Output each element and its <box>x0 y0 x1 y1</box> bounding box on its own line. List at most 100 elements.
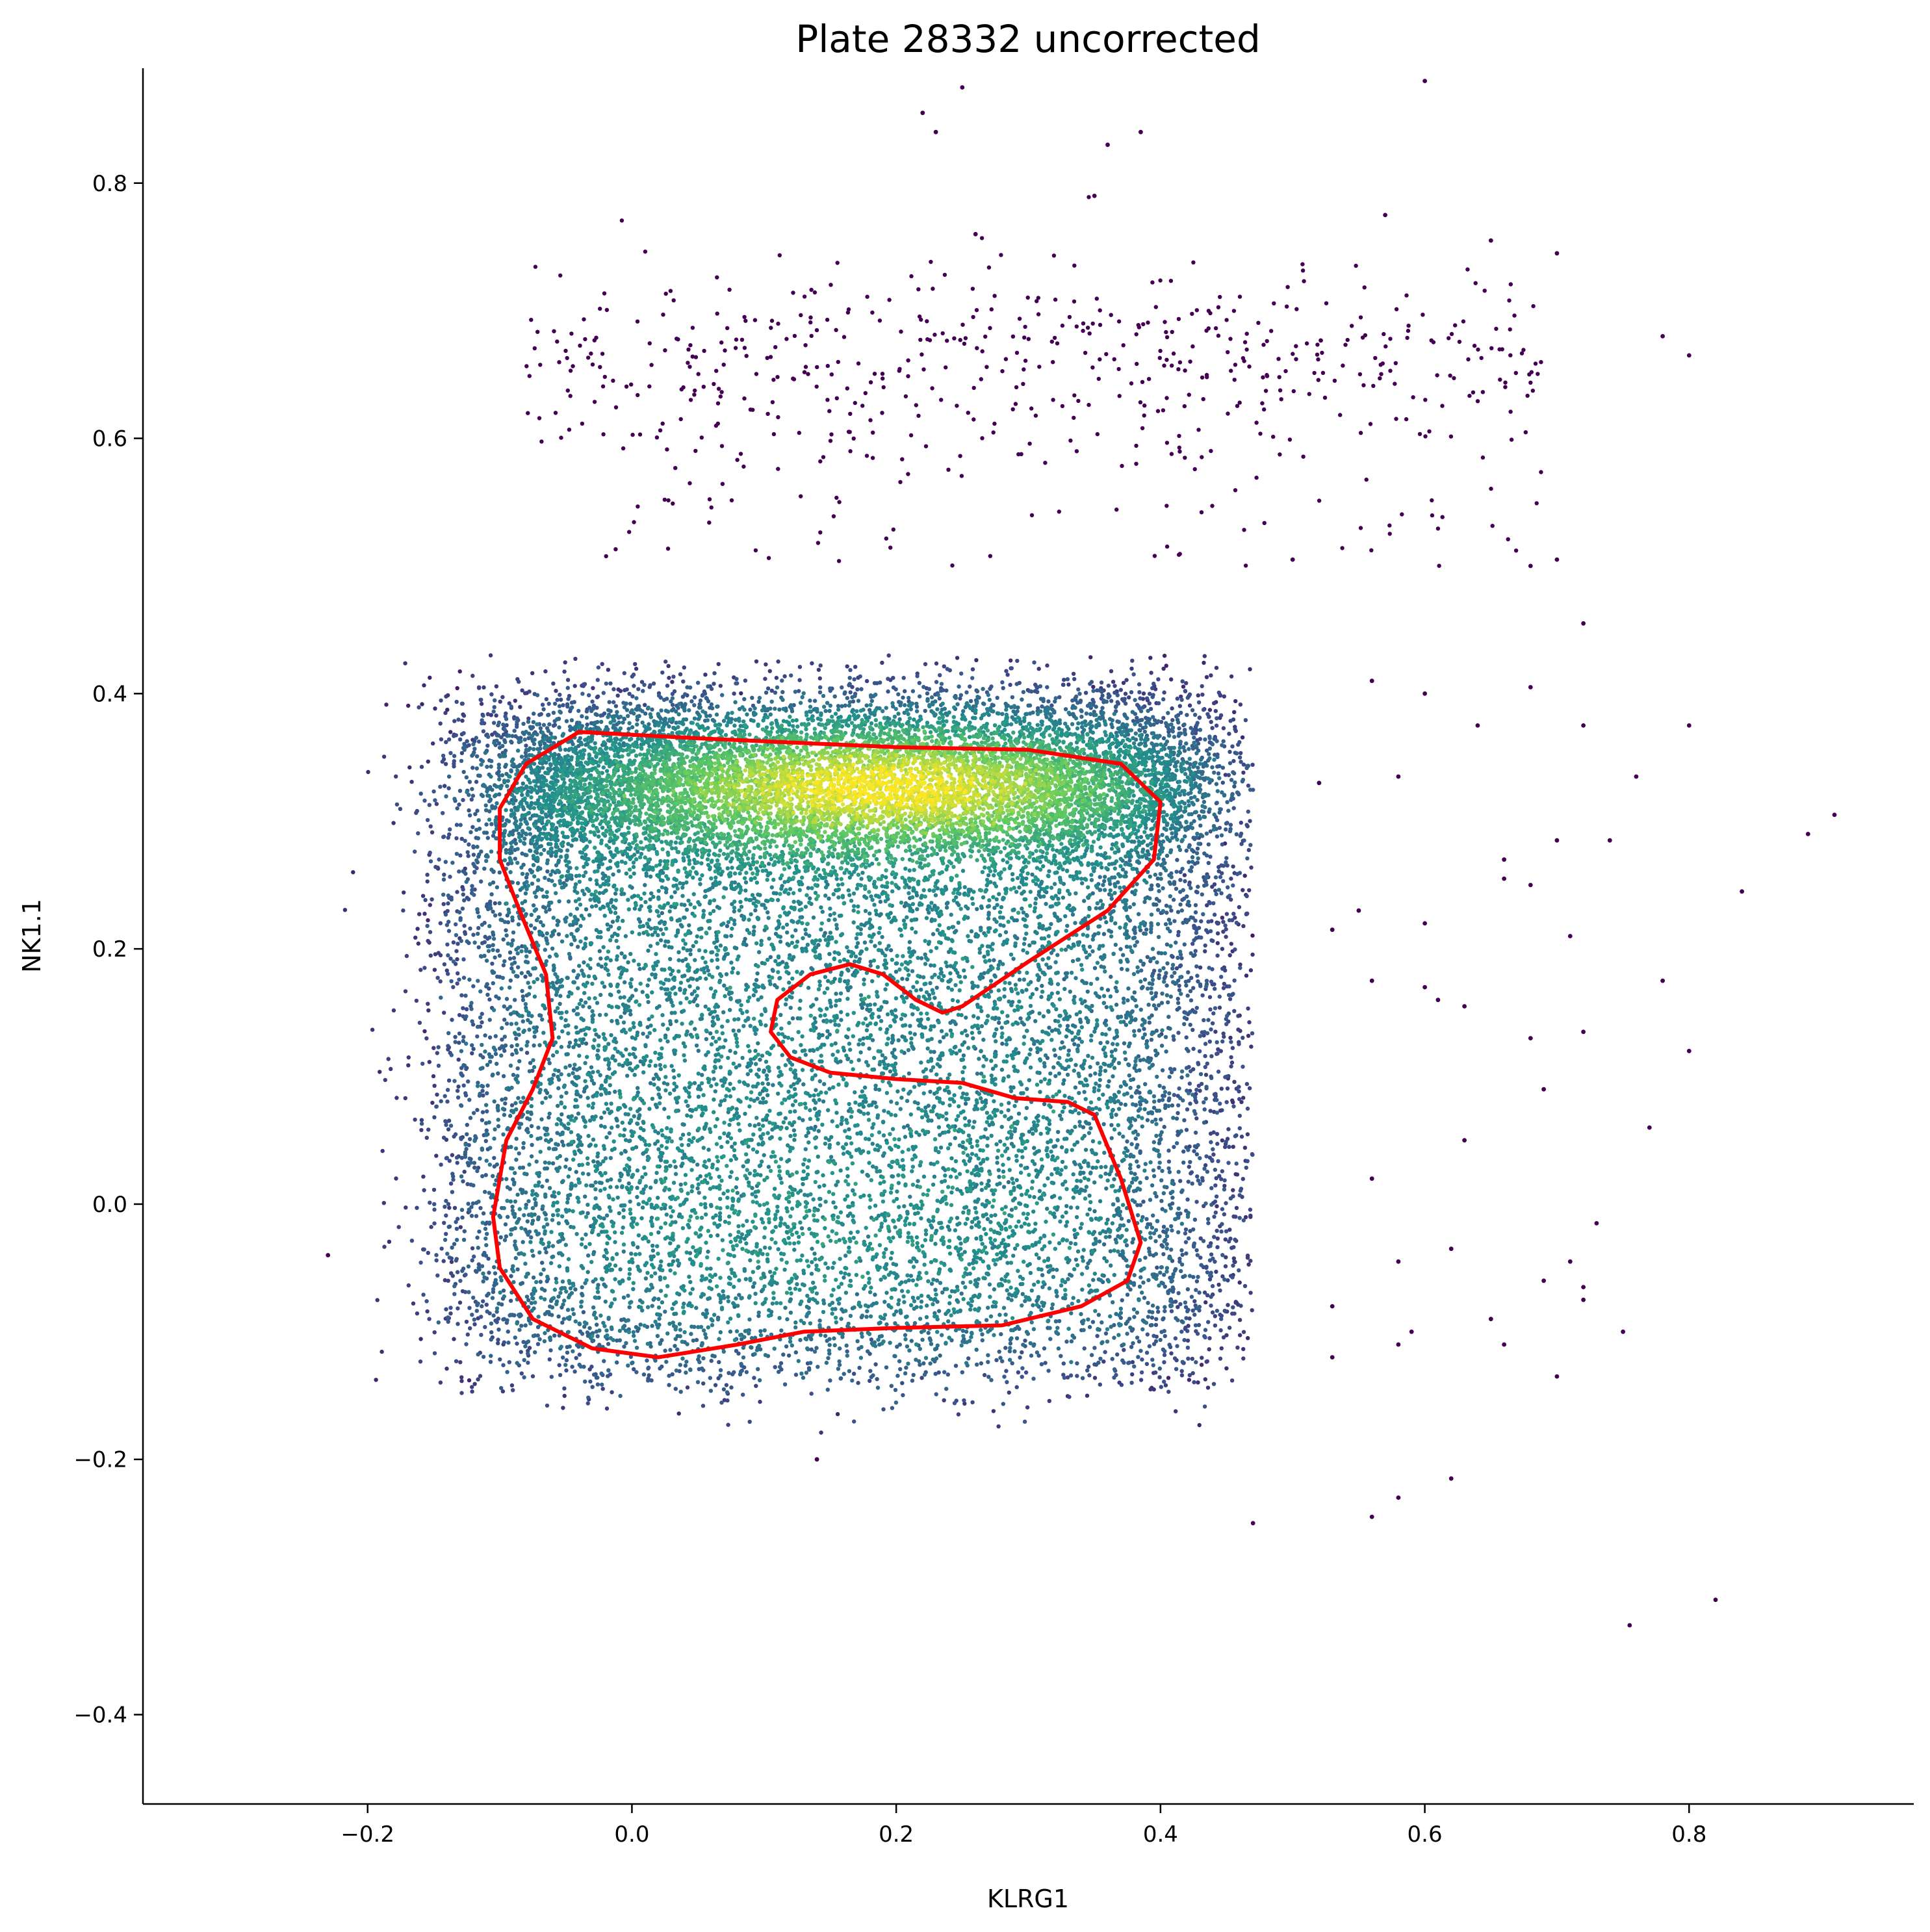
data-point <box>767 669 773 673</box>
data-point <box>1115 1352 1120 1357</box>
data-point <box>1218 1312 1222 1317</box>
data-point <box>456 717 461 722</box>
data-point <box>482 831 487 835</box>
data-point <box>634 696 639 701</box>
data-point <box>636 1326 641 1331</box>
data-point <box>573 1287 578 1292</box>
data-point <box>1183 689 1188 693</box>
data-point <box>1215 1204 1219 1209</box>
data-point <box>929 695 934 700</box>
data-point <box>1021 689 1026 695</box>
data-point <box>827 1337 832 1341</box>
data-point <box>540 1017 545 1022</box>
data-point <box>1135 940 1140 944</box>
data-point <box>814 1346 819 1350</box>
data-point <box>526 1199 531 1204</box>
data-point <box>1047 1398 1052 1403</box>
data-point <box>1081 1319 1086 1323</box>
data-point <box>753 908 758 913</box>
data-point <box>513 857 517 861</box>
data-point <box>1066 682 1071 687</box>
data-point <box>1245 856 1250 861</box>
data-point <box>1140 1017 1145 1022</box>
data-point <box>475 844 480 849</box>
data-point <box>427 803 431 807</box>
data-point <box>483 934 487 939</box>
data-point <box>1233 1215 1238 1219</box>
data-point <box>459 1378 464 1384</box>
data-point <box>1172 1269 1177 1273</box>
data-point <box>565 686 570 690</box>
data-point <box>1112 1375 1116 1380</box>
data-point <box>1178 975 1183 979</box>
data-point <box>1146 1278 1151 1283</box>
data-point <box>1191 1227 1196 1232</box>
data-point <box>591 1372 597 1377</box>
data-point <box>491 1174 495 1178</box>
data-point <box>725 1398 730 1403</box>
data-point <box>464 775 469 780</box>
data-point <box>1209 1252 1214 1257</box>
data-point <box>1211 1152 1216 1157</box>
data-point <box>617 720 621 725</box>
data-point <box>457 1040 461 1045</box>
data-point <box>1241 1177 1246 1181</box>
data-point <box>1142 899 1147 905</box>
data-point <box>1231 1305 1235 1309</box>
data-point <box>409 1239 415 1243</box>
data-point <box>500 1389 506 1394</box>
data-point <box>462 923 467 928</box>
data-point <box>1153 1048 1158 1053</box>
data-point <box>1110 1357 1114 1361</box>
data-point <box>483 1033 487 1038</box>
data-point <box>1221 1031 1226 1036</box>
data-point <box>532 1043 536 1048</box>
data-point <box>1184 1035 1189 1040</box>
data-point <box>1193 1130 1198 1135</box>
data-point <box>1161 1085 1166 1090</box>
data-point <box>394 802 400 807</box>
data-point <box>537 1337 542 1341</box>
data-point <box>637 708 643 712</box>
data-point <box>763 1353 768 1358</box>
data-point <box>1227 1144 1231 1150</box>
data-point <box>1199 919 1203 923</box>
data-point <box>934 661 939 666</box>
data-point <box>1213 1210 1218 1215</box>
data-point <box>725 1390 730 1395</box>
data-point <box>1194 890 1199 894</box>
data-point <box>1213 1199 1218 1204</box>
data-point <box>461 797 465 803</box>
data-point <box>646 1366 650 1371</box>
data-point <box>1161 839 1166 844</box>
data-point <box>1164 942 1170 947</box>
data-point <box>1073 1085 1078 1090</box>
data-point <box>1168 894 1173 899</box>
data-point <box>461 1035 466 1039</box>
data-point <box>446 1078 452 1083</box>
data-point <box>571 1311 576 1317</box>
data-point <box>702 691 708 696</box>
data-point <box>1207 1277 1213 1282</box>
data-point <box>459 938 463 944</box>
data-point <box>481 1093 485 1098</box>
data-point <box>493 1271 498 1276</box>
data-point <box>1212 912 1217 917</box>
data-point <box>590 699 595 704</box>
data-point <box>1250 1152 1255 1157</box>
data-point <box>1209 979 1214 984</box>
data-point <box>476 1377 480 1382</box>
data-point <box>565 1350 570 1355</box>
data-point <box>674 1368 679 1373</box>
data-point <box>797 678 802 682</box>
data-point <box>1078 1017 1083 1022</box>
data-point <box>1194 835 1199 840</box>
data-point <box>906 1361 910 1366</box>
data-point <box>513 998 517 1002</box>
data-point <box>456 1322 460 1326</box>
data-point <box>521 1019 525 1024</box>
data-point <box>1203 1096 1208 1101</box>
data-point <box>544 909 548 914</box>
data-point <box>1105 1217 1110 1222</box>
data-point <box>926 1330 931 1335</box>
